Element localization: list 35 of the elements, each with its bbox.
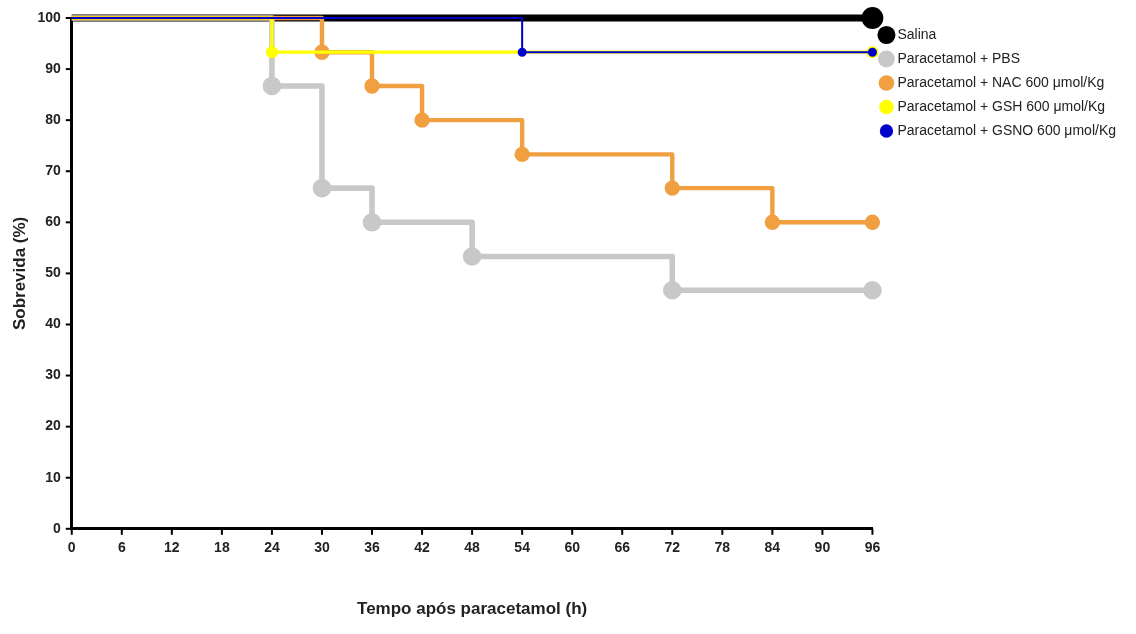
- legend-label: Paracetamol + GSH 600 μmol/Kg: [897, 97, 1106, 114]
- y-tick-label: 60: [45, 213, 61, 230]
- y-tick-label: 0: [52, 519, 61, 536]
- y-tick-label: 100: [37, 8, 61, 25]
- y-tick-label: 40: [45, 315, 61, 332]
- x-tick-label: 18: [214, 539, 230, 556]
- x-tick-label: 90: [814, 539, 831, 556]
- legend-label: Paracetamol + NAC 600 μmol/Kg: [897, 73, 1105, 90]
- y-tick-label: 30: [45, 366, 61, 383]
- x-tick-label: 24: [264, 539, 280, 556]
- x-tick-label: 30: [314, 539, 330, 556]
- x-tick-label: 96: [864, 539, 881, 556]
- y-tick-label: 90: [45, 59, 61, 76]
- legend-label: Paracetamol + GSNO 600 μmol/Kg: [897, 121, 1117, 138]
- y-tick-label: 70: [45, 162, 61, 179]
- y-tick-label: 20: [45, 417, 61, 434]
- x-tick-label: 42: [414, 539, 431, 556]
- x-tick-label: 0: [67, 539, 76, 556]
- x-tick-label: 54: [514, 539, 531, 556]
- legend-label: Paracetamol + PBS: [897, 49, 1021, 66]
- y-axis-title: Sobrevida (%): [9, 216, 29, 331]
- x-tick-label: 36: [364, 539, 381, 556]
- legend-label: Salina: [897, 25, 937, 42]
- x-tick-label: 48: [464, 539, 481, 556]
- x-tick-label: 78: [714, 539, 731, 556]
- x-tick-label: 66: [614, 539, 631, 556]
- x-tick-label: 6: [117, 539, 126, 556]
- y-tick-label: 80: [45, 111, 61, 128]
- x-tick-label: 84: [764, 539, 781, 556]
- x-tick-label: 72: [664, 539, 681, 556]
- x-tick-label: 12: [164, 539, 180, 556]
- x-axis-title: Tempo após paracetamol (h): [357, 599, 588, 619]
- x-tick-label: 60: [564, 539, 581, 556]
- y-tick-label: 50: [45, 264, 61, 281]
- y-tick-label: 10: [45, 468, 61, 485]
